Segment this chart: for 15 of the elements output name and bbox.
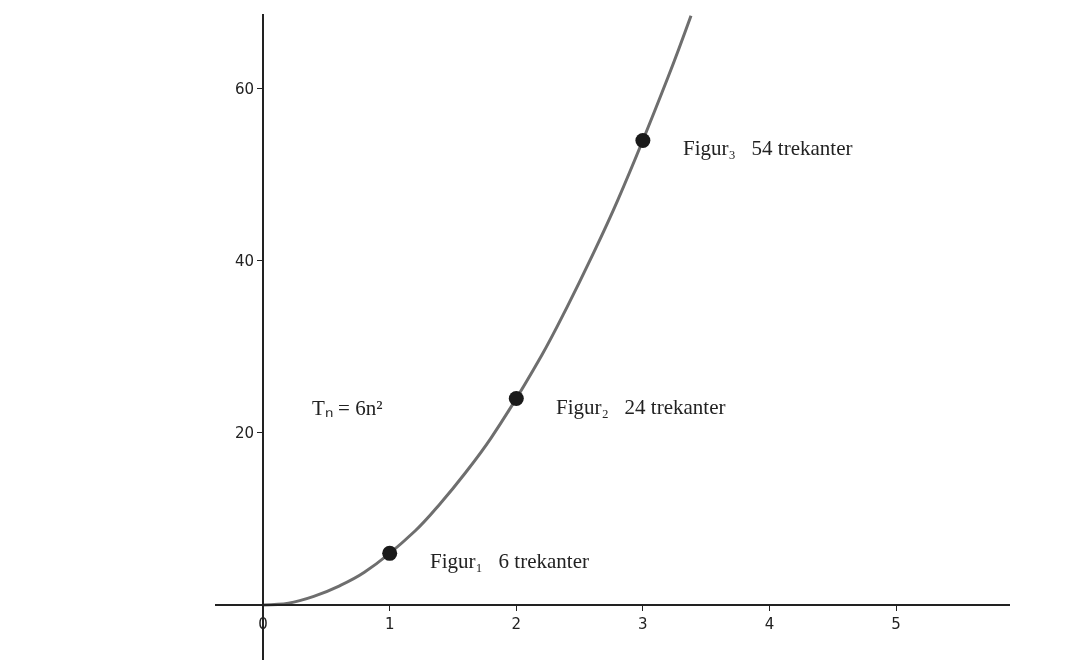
x-tick-label: 5: [891, 614, 901, 633]
y-tick-label: 60: [235, 80, 255, 99]
annotation: Figur₁ 6 trekanter: [430, 549, 589, 573]
annotation: Tₙ = 6n²: [312, 396, 383, 420]
x-tick-label: 4: [764, 614, 775, 633]
x-tick-label: 1: [384, 614, 395, 633]
x-tick-label: 3: [638, 614, 648, 633]
point: [508, 391, 524, 406]
point: [382, 545, 398, 561]
annotation: Figur₃ 54 trekanter: [683, 136, 853, 160]
annotation: Figur₂ 24 trekanter: [556, 395, 726, 419]
x-tick-label: 2: [511, 614, 522, 633]
y-tick-label: 20: [235, 424, 255, 443]
point: [635, 132, 651, 148]
y-tick-label: 40: [235, 252, 255, 271]
